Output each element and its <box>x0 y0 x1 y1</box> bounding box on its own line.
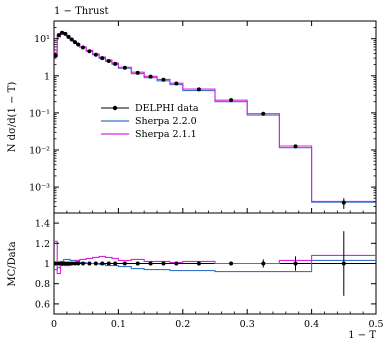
x-tick-label: 0.5 <box>368 319 383 330</box>
ratio-series-layer <box>53 231 376 296</box>
data-point <box>66 34 71 39</box>
ratio-data-point <box>122 261 127 266</box>
legend-label-data: DELPHI data <box>135 103 199 114</box>
data-point <box>76 42 81 47</box>
ratio-series-1 <box>54 240 376 275</box>
y-tick-label-main: 10⁻¹ <box>29 108 50 119</box>
x-tick-label: 0.3 <box>240 319 255 330</box>
y-tick-label-ratio: 1.4 <box>35 219 50 230</box>
data-point <box>122 65 127 70</box>
main-panel-frame <box>53 20 377 214</box>
data-point <box>135 70 140 75</box>
data-point <box>229 98 234 103</box>
ratio-data-point <box>66 261 71 266</box>
data-point <box>72 40 77 45</box>
y-tick-label-ratio: 1 <box>44 259 50 270</box>
legend-data-marker <box>112 105 118 111</box>
x-tick-label: 0.4 <box>304 319 319 330</box>
y-tick-label-main: 10⁻³ <box>29 183 50 194</box>
axes-layer: 0 0.1 0.2 0.3 0.4 0.5 10¹ 1 10⁻¹ 10⁻² 10⁻³ 0.6 0.8 1 1… <box>29 20 384 330</box>
ratio-data-point <box>60 261 65 266</box>
data-point <box>87 49 92 54</box>
ratio-data-point <box>93 261 98 266</box>
x-axis-title: 1 − T <box>348 330 376 341</box>
ratio-data-point <box>261 261 266 266</box>
data-point <box>113 61 118 66</box>
data-point <box>148 74 153 79</box>
ratio-data-point <box>113 261 118 266</box>
legend: DELPHI data Sherpa 2.2.0 Sherpa 2.1.1 <box>101 103 199 140</box>
y-axis-title-main: N dσ/d(1 − T) <box>7 82 18 153</box>
y-tick-label-ratio: 1.2 <box>35 239 50 250</box>
legend-label-sherpa211: Sherpa 2.1.1 <box>135 129 197 140</box>
data-point <box>93 52 98 57</box>
y-tick-label-main: 10⁻² <box>29 145 50 156</box>
ratio-data-point <box>80 261 85 266</box>
ratio-data-point <box>69 261 74 266</box>
data-point <box>53 53 58 58</box>
plot-title: 1 − Thrust <box>54 6 109 17</box>
data-point <box>293 144 298 149</box>
data-point <box>69 37 74 42</box>
x-tick-label: 0 <box>51 319 57 330</box>
main-panel <box>53 20 377 214</box>
y-axis-title-ratio: MC/Data <box>7 241 18 286</box>
x-tick-label: 0.2 <box>175 319 190 330</box>
ratio-data-point <box>148 261 153 266</box>
x-tick-label: 0.1 <box>111 319 126 330</box>
legend-label-sherpa220: Sherpa 2.2.0 <box>135 116 197 127</box>
ratio-data-point <box>229 261 234 266</box>
data-point <box>196 87 201 92</box>
data-point <box>174 81 179 86</box>
data-point <box>106 59 111 64</box>
data-point <box>80 45 85 50</box>
ratio-data-point <box>135 261 140 266</box>
data-point <box>63 31 68 36</box>
data-point <box>100 56 105 61</box>
data-point <box>161 77 166 82</box>
y-tick-label-ratio: 0.8 <box>35 279 50 290</box>
ratio-data-point <box>174 261 179 266</box>
main-series-layer <box>53 30 376 209</box>
ratio-data-point <box>293 261 298 266</box>
ratio-data-point <box>341 261 346 266</box>
ratio-data-point <box>87 261 92 266</box>
y-tick-label-main: 10¹ <box>34 34 50 45</box>
ratio-data-point <box>196 261 201 266</box>
y-tick-label-main: 1 <box>44 71 50 82</box>
y-tick-label-ratio: 0.6 <box>35 299 50 310</box>
data-point <box>56 33 61 38</box>
ratio-data-point <box>72 261 77 266</box>
ratio-data-point <box>63 261 68 266</box>
ratio-data-point <box>76 261 81 266</box>
data-point <box>341 200 346 205</box>
ratio-data-point <box>106 261 111 266</box>
data-point <box>60 30 65 35</box>
ratio-data-point <box>100 261 105 266</box>
ratio-data-point <box>161 261 166 266</box>
data-point <box>261 111 266 116</box>
